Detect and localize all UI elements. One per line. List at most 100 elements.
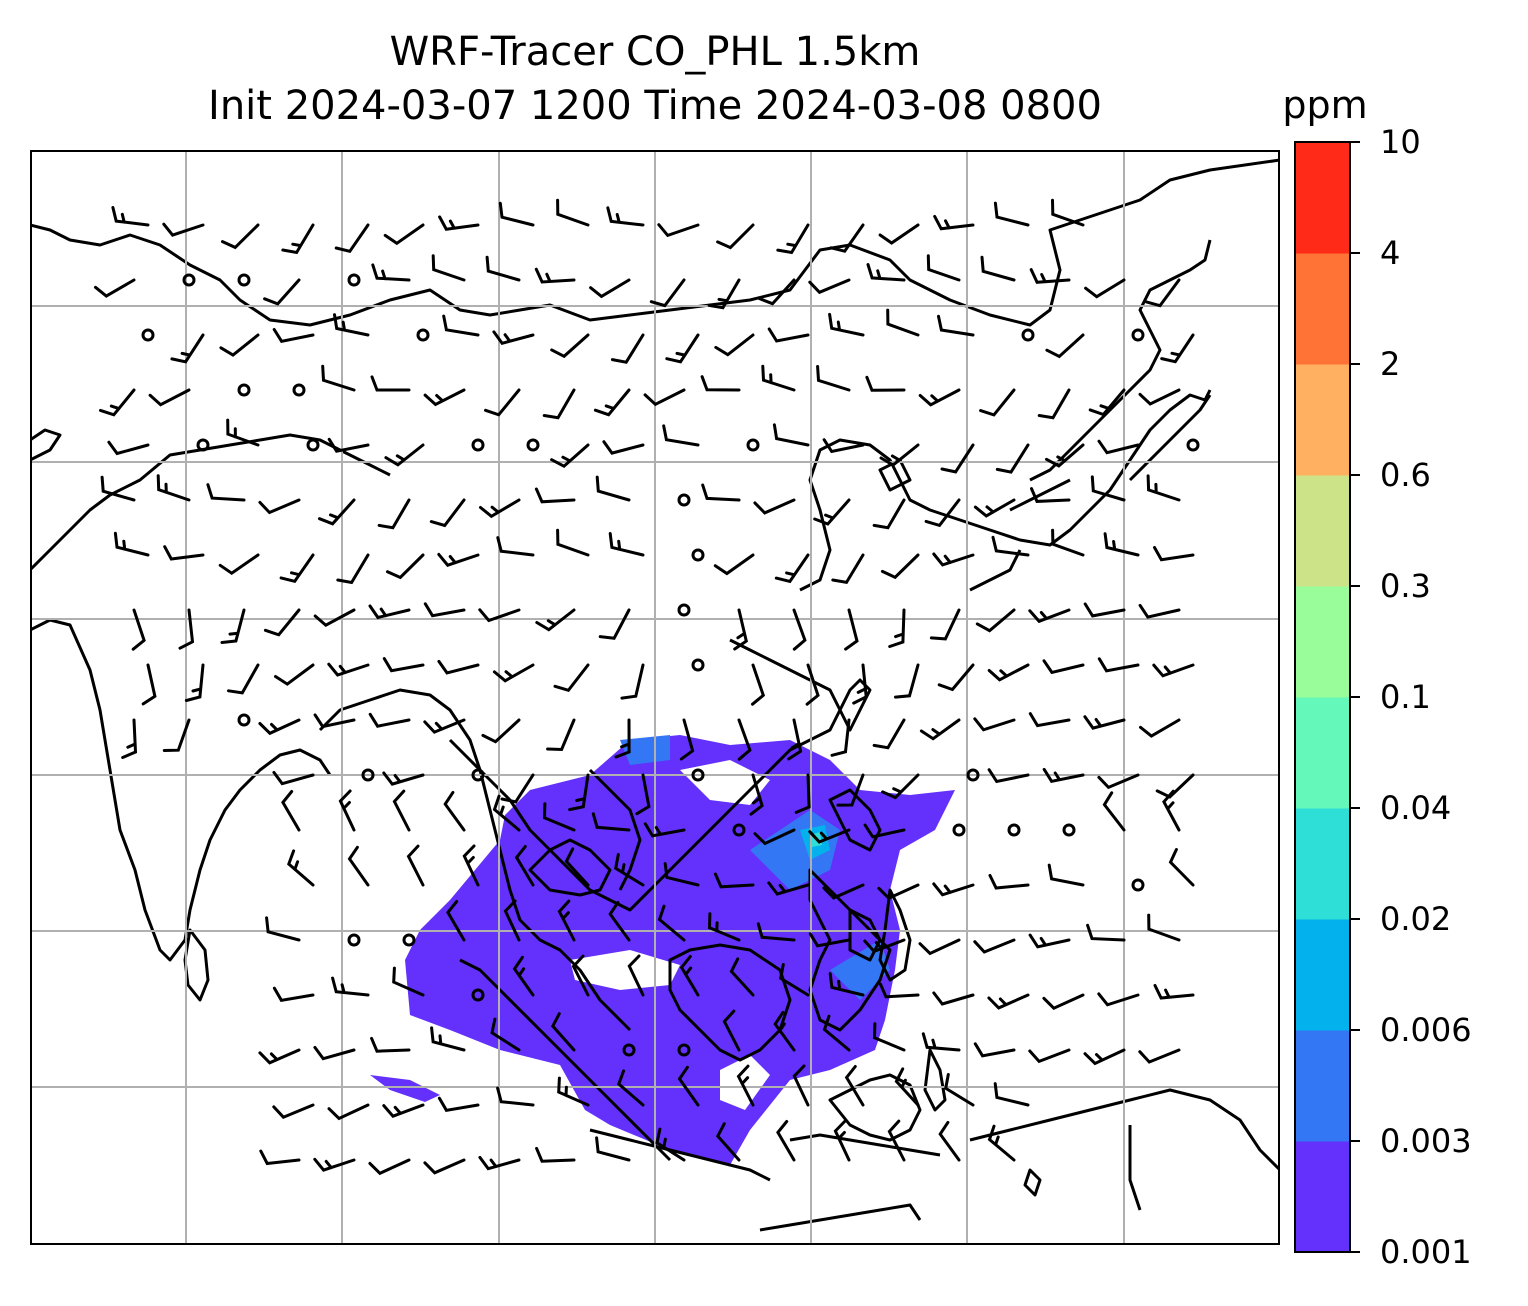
- wind-barb: [131, 608, 146, 651]
- wind-barb: [163, 545, 205, 561]
- wind-barb: [751, 663, 766, 706]
- wind-barb: [170, 333, 205, 364]
- wind-barb: [973, 1042, 1016, 1058]
- wind-barb: [716, 223, 755, 250]
- chart-title-line-1: WRF-Tracer CO_PHL 1.5km: [389, 29, 921, 75]
- wind-barb: [272, 986, 315, 1002]
- wind-barb: [877, 883, 920, 900]
- wind-barb: [722, 1009, 741, 1052]
- wind-barb: [595, 475, 631, 502]
- wind-barb: [872, 1022, 906, 1052]
- wind-barb: [767, 327, 810, 343]
- wind-barb: [608, 900, 631, 942]
- wind-barb: [265, 916, 301, 942]
- wind-barb: [918, 388, 961, 407]
- wind-barb: [1045, 443, 1085, 468]
- wind-barb: [1045, 333, 1085, 359]
- wind-barb: [492, 330, 535, 346]
- wind-barb: [973, 717, 1016, 732]
- wind-barb: [1051, 528, 1085, 557]
- wind-barb: [993, 201, 1030, 227]
- wind-barb: [993, 1082, 1030, 1107]
- calm-wind-marker: [182, 273, 196, 287]
- wind-barb: [655, 1127, 686, 1162]
- wind-barb: [975, 608, 1016, 633]
- wind-barb: [1088, 388, 1126, 417]
- wind-barb: [382, 1103, 425, 1118]
- map-panel: [30, 150, 1280, 1245]
- wind-barb: [500, 773, 535, 804]
- wind-barb: [386, 553, 425, 580]
- wind-barb: [564, 847, 590, 887]
- wind-barb: [828, 312, 865, 337]
- wind-barb: [932, 882, 975, 897]
- wind-barb: [1028, 608, 1071, 624]
- wind-barb: [816, 365, 851, 392]
- wind-barb: [866, 263, 906, 282]
- wind-barb: [535, 608, 576, 632]
- wind-barb: [1086, 923, 1126, 942]
- wind-barb: [1155, 773, 1195, 799]
- wind-barb: [550, 1012, 576, 1052]
- wind-barb: [836, 773, 865, 807]
- wind-barb: [481, 718, 521, 744]
- wind-barb: [852, 663, 868, 705]
- wind-barb: [1028, 1048, 1071, 1064]
- wind-barb: [707, 278, 741, 310]
- colorbar-segment: [1295, 475, 1350, 587]
- wind-barb: [206, 483, 246, 502]
- wind-barb: [279, 553, 315, 584]
- wind-barb: [178, 608, 195, 650]
- wind-barb: [568, 773, 590, 812]
- wind-barb: [662, 424, 700, 447]
- wind-barb: [272, 328, 315, 343]
- wind-barb: [635, 773, 651, 816]
- wind-barb: [553, 663, 590, 693]
- gridlines: [30, 150, 1280, 1245]
- wind-barb: [863, 938, 906, 954]
- wind-barb: [113, 531, 150, 557]
- wind-barb: [1097, 439, 1140, 455]
- wind-barb: [919, 718, 961, 741]
- wind-barb: [423, 718, 466, 734]
- wind-barb: [714, 333, 755, 357]
- wind-barb: [1139, 718, 1181, 738]
- wind-barb: [933, 214, 975, 231]
- wind-barb: [313, 1157, 356, 1172]
- wind-barb: [313, 1045, 356, 1061]
- wind-barb: [423, 1158, 466, 1175]
- colorbar-segment: [1295, 808, 1350, 920]
- colorbar-segment: [1295, 586, 1350, 698]
- wind-barb: [679, 718, 695, 761]
- wind-barb: [987, 1124, 1016, 1162]
- wind-barb: [184, 663, 205, 702]
- colorbar-tick-label: 4: [1380, 234, 1400, 272]
- wind-barb: [94, 278, 136, 298]
- wind-barb: [226, 418, 260, 447]
- calm-wind-marker: [691, 658, 705, 672]
- wind-barb: [443, 790, 466, 832]
- wind-barb: [423, 602, 466, 618]
- wind-barb: [973, 938, 1016, 954]
- colorbar-tick-label: 0.003: [1380, 1122, 1472, 1160]
- wind-barb: [794, 773, 811, 814]
- wind-barb: [980, 255, 1016, 282]
- wind-barb: [991, 535, 1030, 557]
- wind-barb: [833, 1119, 851, 1162]
- wind-barb: [1152, 663, 1195, 678]
- wind-barb: [333, 313, 370, 337]
- wind-barb: [272, 770, 315, 786]
- wind-barb: [377, 498, 411, 530]
- calm-wind-marker: [622, 1043, 636, 1057]
- wind-barb: [442, 314, 480, 337]
- colorbar-segments: [1295, 142, 1350, 1253]
- wind-barb: [496, 536, 535, 557]
- wind-barb: [1097, 992, 1140, 1007]
- calm-wind-marker: [347, 933, 361, 947]
- wind-barb: [371, 263, 411, 282]
- colorbar-tick-label: 0.006: [1380, 1011, 1472, 1049]
- wind-barb: [1037, 388, 1071, 420]
- wind-barb: [220, 608, 246, 644]
- wind-barb: [808, 278, 851, 295]
- wind-barb: [776, 1120, 796, 1162]
